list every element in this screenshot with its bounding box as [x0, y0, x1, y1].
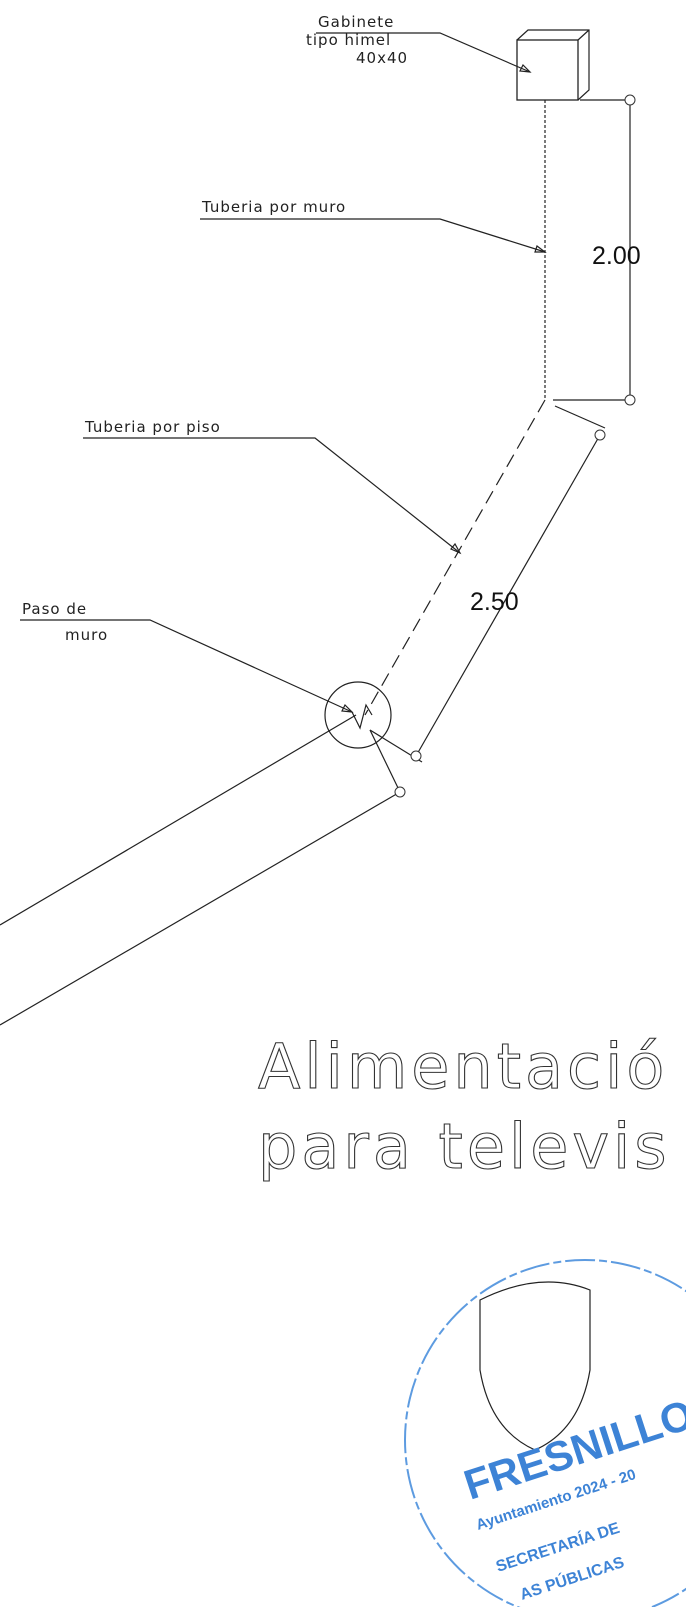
label: Gabinete [318, 13, 394, 31]
label: 40x40 [356, 49, 408, 67]
wall-line [0, 791, 401, 1026]
leader [20, 619, 353, 713]
dim-end [594, 429, 606, 441]
arrow [341, 703, 354, 713]
ext-line [369, 729, 401, 793]
arrow [534, 245, 547, 253]
cabinet [516, 29, 590, 101]
leader [316, 32, 531, 73]
dim-end [624, 394, 636, 406]
break-symbol [351, 703, 373, 730]
dim-end [624, 94, 636, 106]
arrow [450, 542, 462, 555]
wall-line [0, 714, 357, 926]
label: Paso de [22, 600, 87, 618]
dimension: 2.00 [592, 242, 641, 270]
dim-end [394, 786, 406, 798]
stamp: FRESNILLO Ayuntamiento 2024 - 20 SECRETA… [404, 1259, 686, 1607]
leader [200, 218, 546, 253]
label: tipo himel [306, 31, 391, 49]
label: Tuberia por piso [84, 418, 221, 436]
title: para televis [258, 1110, 671, 1183]
ext-line [554, 405, 606, 429]
dim-end [410, 750, 422, 762]
arrow [519, 63, 532, 73]
dim-line [415, 434, 601, 757]
pipe [364, 399, 546, 716]
title: Alimentació [258, 1030, 668, 1103]
wall-pass [324, 681, 392, 749]
label: muro [65, 626, 108, 644]
dimension: 2.50 [470, 588, 519, 616]
leader [83, 437, 461, 554]
label: Tuberia por muro [201, 198, 346, 216]
